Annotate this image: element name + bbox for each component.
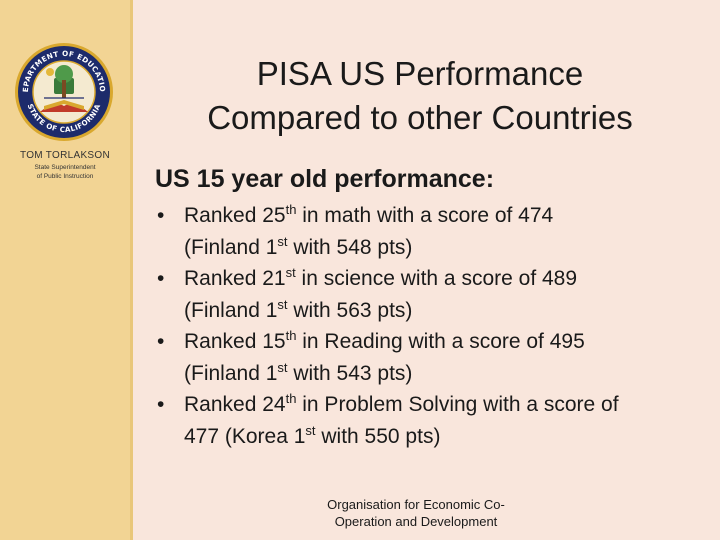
bullet-superscript: th: [285, 202, 297, 217]
bullet-text: in math with a score of 474: [296, 204, 554, 227]
source-line2: Operation and Development: [334, 514, 498, 529]
bullet-superscript: st: [277, 359, 288, 375]
bullet-text: with 543 pts): [287, 361, 413, 385]
bullet-text: in Problem Solving with a score of: [296, 393, 619, 416]
bullet-text: Ranked 25: [184, 204, 286, 227]
bullet-superscript: st: [277, 296, 288, 312]
slide-title-line2: Compared to other Countries: [207, 99, 633, 136]
author-name: TOM TORLAKSON: [19, 150, 111, 161]
bullet-text: 477 (Korea 1: [184, 424, 306, 448]
bullet-text: with 563 pts): [287, 298, 413, 322]
bullet-list: • Ranked 25th in math with a score of 47…: [155, 200, 700, 452]
bullet-item-reading: • Ranked 15th in Reading with a score of…: [155, 326, 700, 389]
author-role-line1: State Superintendent: [34, 164, 96, 171]
bullet-item-math: • Ranked 25th in math with a score of 47…: [155, 200, 700, 263]
source-citation: Organisation for Economic Co- Operation …: [306, 496, 526, 530]
bullet-dot: •: [157, 393, 165, 416]
author-role: State Superintendent of Public Instructi…: [0, 163, 130, 181]
bullet-dot: •: [157, 267, 165, 290]
bullet-item-problem-solving: • Ranked 24th in Problem Solving with a …: [155, 389, 700, 452]
bullet-text: Ranked 21: [184, 267, 286, 290]
bullet-superscript: th: [285, 328, 297, 343]
bullet-superscript: st: [305, 422, 316, 438]
bullet-superscript: th: [285, 391, 297, 406]
bullet-text: Ranked 24: [184, 393, 286, 416]
source-line1: Organisation for Economic Co-: [327, 497, 505, 512]
bullet-text: in science with a score of 489: [295, 267, 578, 290]
bullet-superscript: st: [285, 265, 296, 280]
slide-title-line1: PISA US Performance: [256, 55, 584, 92]
bullet-text: with 548 pts): [287, 235, 413, 259]
bullet-text: with 550 pts): [315, 424, 441, 448]
bullet-text: (Finland 1: [184, 361, 278, 385]
sidebar-divider: [130, 0, 133, 540]
bullet-text: in Reading with a score of 495: [296, 330, 585, 353]
california-department-of-education-seal: DEPARTMENT OF EDUCATION STATE OF CALIFOR…: [14, 42, 113, 141]
author-role-line2: of Public Instruction: [36, 173, 94, 180]
section-heading: US 15 year old performance:: [155, 165, 495, 193]
bullet-text: (Finland 1: [184, 298, 278, 322]
bullet-text: (Finland 1: [184, 235, 278, 259]
slide-title: PISA US Performance Compared to other Co…: [150, 52, 690, 140]
bullet-item-science: • Ranked 21st in science with a score of…: [155, 263, 700, 326]
bullet-superscript: st: [277, 233, 288, 249]
bullet-text: Ranked 15: [184, 330, 286, 353]
bullet-dot: •: [157, 330, 165, 353]
bullet-dot: •: [157, 204, 165, 227]
